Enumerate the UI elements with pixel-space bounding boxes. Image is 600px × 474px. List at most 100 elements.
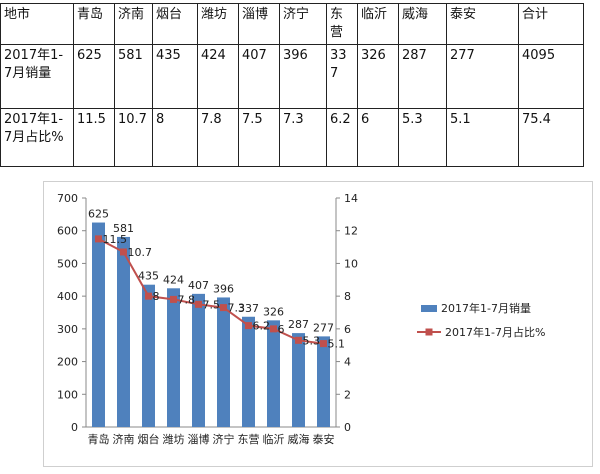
y2-tick-label: 4 [344, 356, 351, 369]
bar-data-label: 407 [188, 279, 209, 292]
value-cell: 396 [279, 44, 327, 109]
x-tick-label: 烟台 [138, 432, 160, 446]
line-point [195, 300, 202, 308]
legend-bar-label: 2017年1-7月销量 [441, 301, 531, 315]
y-tick-label: 500 [57, 257, 78, 270]
value-cell: 287 [398, 44, 447, 109]
y2-tick-label: 6 [344, 323, 351, 336]
bar [142, 284, 155, 427]
y-tick-label: 200 [57, 356, 78, 369]
bar [92, 222, 105, 427]
line-point [245, 322, 252, 330]
y2-tick-label: 12 [344, 225, 358, 238]
bar-data-label: 581 [113, 222, 134, 235]
value-cell: 8 [152, 108, 198, 167]
table-row: 2017年1-7月占比% 11.5 10.7 8 7.8 7.5 7.3 6.2 6 5.3 5.1… [0, 108, 584, 167]
line-data-label: 6.2 [253, 320, 271, 333]
bar-data-label: 287 [288, 318, 309, 331]
y2-tick-label: 14 [344, 192, 358, 205]
bar-data-label: 396 [213, 282, 234, 295]
legend-line-marker [425, 328, 433, 336]
line-data-label: 6 [278, 323, 285, 336]
y2-tick-label: 0 [344, 421, 351, 434]
bar-data-label: 326 [263, 305, 284, 318]
legend-line-label: 2017年1-7月占比% [445, 325, 545, 339]
header-cell-city: 烟台 [152, 3, 198, 45]
x-tick-label: 济宁 [213, 432, 235, 446]
bar [242, 316, 255, 427]
bar-data-label: 277 [313, 321, 334, 334]
line-data-label: 7.8 [178, 293, 196, 306]
line-point [295, 336, 302, 344]
value-cell: 337 [326, 44, 358, 109]
bar [192, 293, 205, 427]
value-cell: 5.1 [446, 108, 519, 167]
line-data-label: 8 [153, 290, 160, 303]
value-cell: 277 [446, 44, 519, 109]
line-data-label: 11.5 [103, 233, 128, 246]
value-cell: 326 [357, 44, 399, 109]
y-tick-label: 400 [57, 290, 78, 303]
bar-data-label: 435 [138, 270, 159, 283]
y-tick-label: 700 [57, 192, 78, 205]
y-tick-label: 0 [71, 421, 78, 434]
legend-bar-swatch [421, 305, 437, 312]
line-data-label: 5.1 [328, 338, 346, 351]
x-tick-label: 临沂 [263, 432, 285, 446]
line-point [170, 295, 177, 303]
y-tick-label: 300 [57, 323, 78, 336]
y2-tick-label: 2 [344, 388, 351, 401]
table-header-row: 地市 青岛 济南 烟台 潍坊 淄博 济宁 东营 临沂 威海 泰安 合计 [0, 3, 584, 45]
bar [267, 320, 280, 427]
bar [317, 336, 330, 427]
value-cell: 6 [357, 108, 399, 167]
bar-data-label: 625 [88, 208, 109, 221]
bar-data-label: 424 [163, 273, 184, 286]
line-point [145, 292, 152, 300]
x-tick-label: 淄博 [188, 433, 210, 446]
total-cell: 4095 [518, 44, 584, 109]
x-tick-label: 东营 [238, 432, 260, 446]
x-tick-label: 泰安 [313, 432, 335, 446]
table-row: 2017年1-7月销量 625 581 435 424 407 396 337 326 287 27… [0, 44, 584, 109]
value-cell: 10.7 [114, 108, 153, 167]
data-table: 地市 青岛 济南 烟台 潍坊 淄博 济宁 东营 临沂 威海 泰安 合计 2017年1-7月销量 625 58… [0, 3, 584, 167]
bar [292, 333, 305, 427]
line-series [98, 238, 324, 345]
header-cell-city: 淄博 [238, 3, 280, 45]
chart: 0 100 200 300 400 500 600 700 0 2 4 6 8 10 12 14 625 青岛 58… [43, 181, 593, 467]
value-cell: 424 [197, 44, 239, 109]
row-label-cell: 2017年1-7月销量 [0, 44, 74, 109]
line-point [120, 248, 127, 256]
header-cell-city: 济宁 [279, 3, 327, 45]
x-tick-label: 潍坊 [163, 432, 185, 446]
value-cell: 11.5 [73, 108, 115, 167]
y2-tick-label: 8 [344, 290, 351, 303]
y2-tick-label: 10 [344, 257, 358, 270]
x-tick-label: 威海 [288, 432, 310, 446]
header-cell-city: 威海 [398, 3, 447, 45]
header-cell-city: 济南 [114, 3, 153, 45]
value-cell: 7.3 [279, 108, 327, 167]
total-cell: 75.4 [518, 108, 584, 167]
line-point [320, 340, 327, 348]
line-data-label: 7.5 [203, 298, 221, 311]
line-point [95, 235, 102, 243]
value-cell: 7.8 [197, 108, 239, 167]
header-cell-total: 合计 [518, 3, 584, 45]
bar [167, 288, 180, 427]
line-data-label: 10.7 [128, 246, 153, 259]
line-point [220, 304, 227, 312]
y-tick-label: 600 [57, 225, 78, 238]
row-label-cell: 2017年1-7月占比% [0, 108, 74, 167]
header-cell-city: 东营 [326, 3, 358, 45]
bar-data-label: 337 [238, 302, 259, 315]
value-cell: 407 [238, 44, 280, 109]
value-cell: 5.3 [398, 108, 447, 167]
header-cell-city: 青岛 [73, 3, 115, 45]
x-tick-label: 济南 [113, 432, 135, 446]
value-cell: 435 [152, 44, 198, 109]
value-cell: 581 [114, 44, 153, 109]
header-cell-city: 临沂 [357, 3, 399, 45]
bar [217, 297, 230, 427]
